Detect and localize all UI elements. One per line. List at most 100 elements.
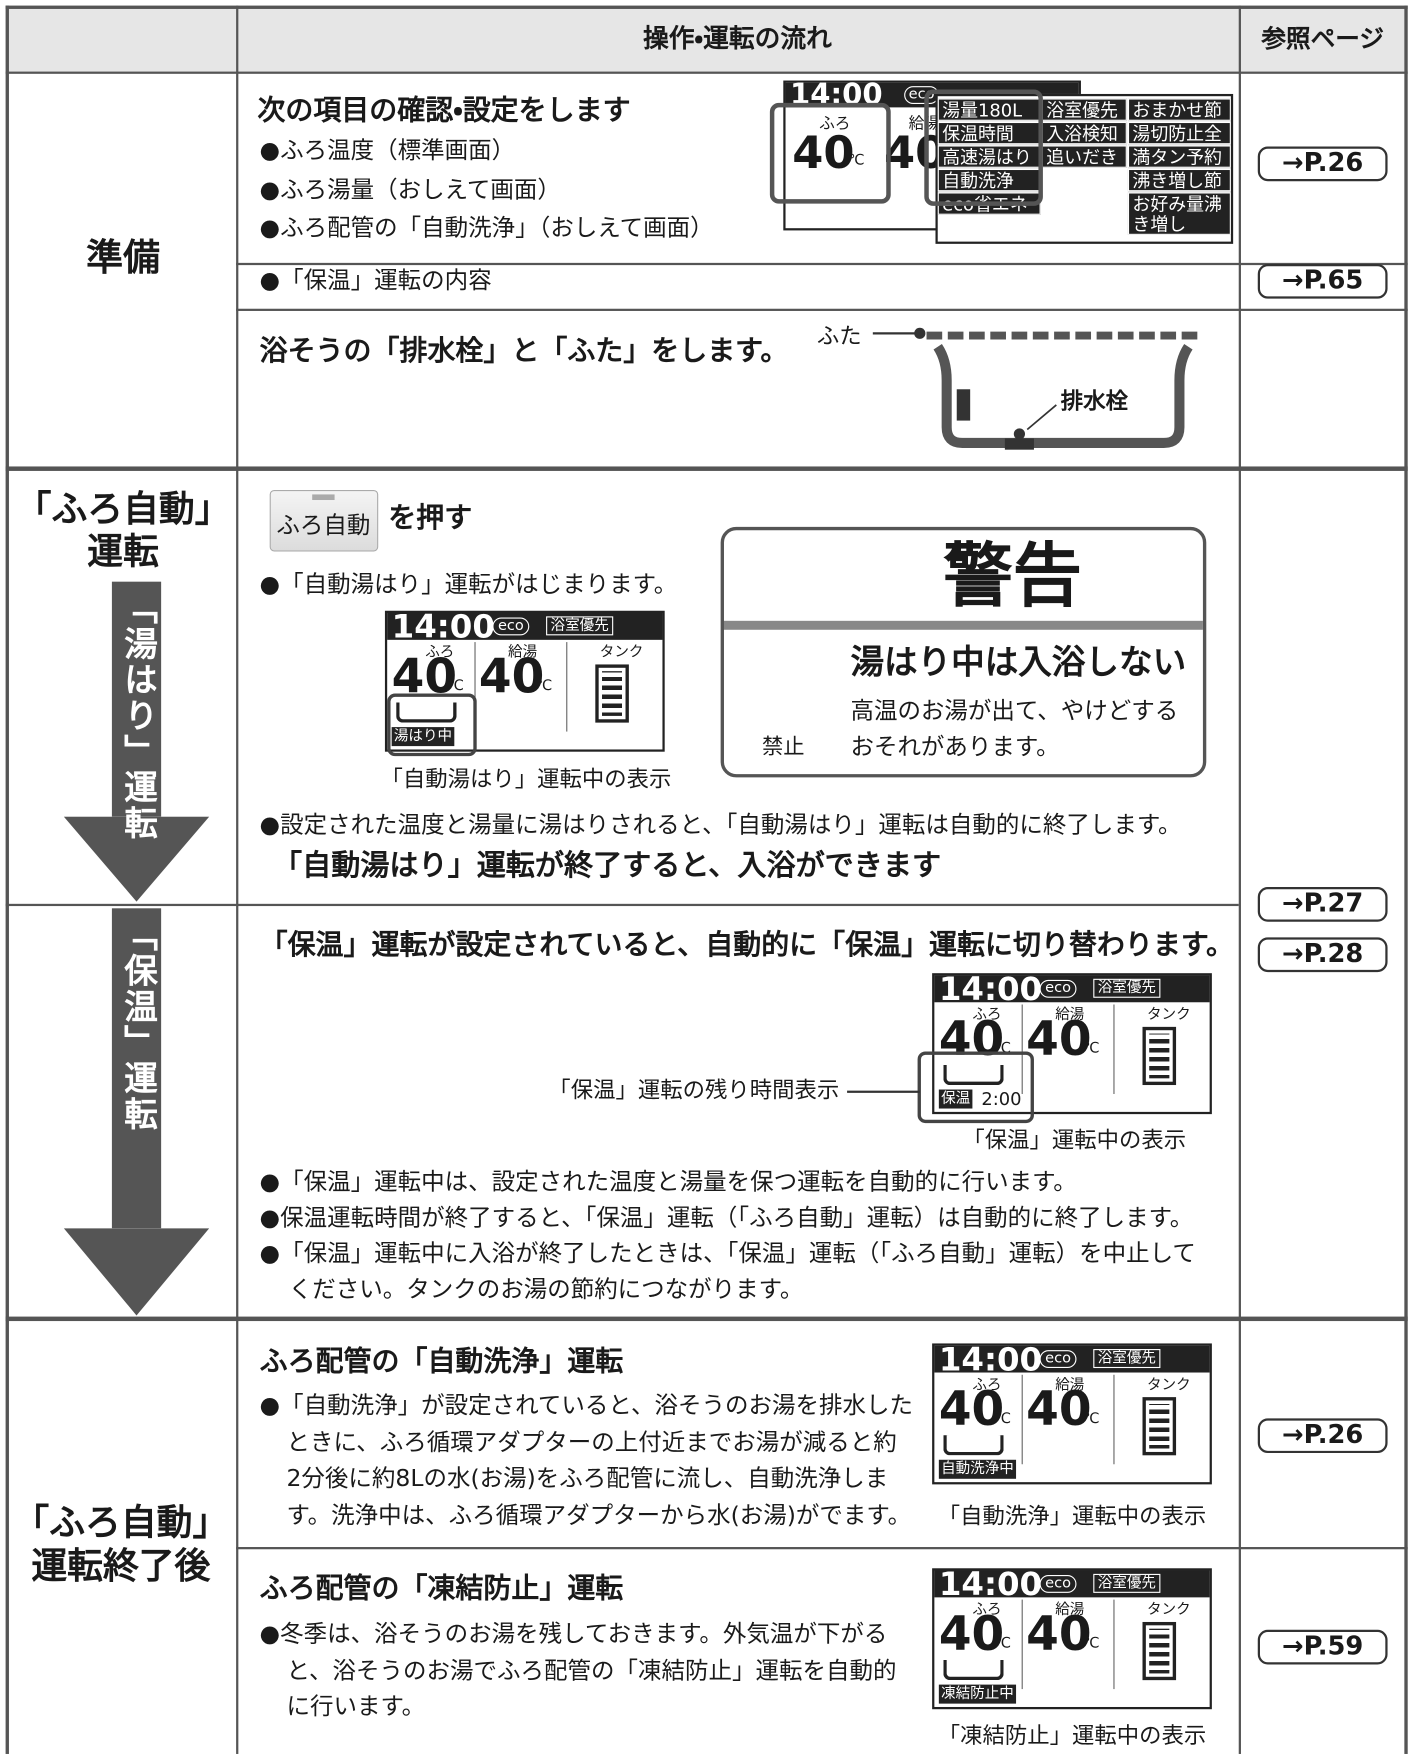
caption: 「保温」運転中の表示: [962, 1126, 1187, 1154]
list-item: ●「保温」運転中に入浴が終了したときは、「保温」運転（「ふろ自動」運転）を中止し…: [259, 1239, 1196, 1267]
callout: 「保温」運転の残り時間表示: [548, 1076, 840, 1103]
menu-item: 追いだき: [1041, 145, 1127, 168]
caption: 「自動洗浄」運転中の表示: [937, 1502, 1207, 1530]
rule: [236, 5, 239, 1754]
arrow-label: 「保温」運転: [117, 917, 157, 1133]
screen-time: 14:00: [938, 1340, 1043, 1379]
screen-label: ふろ: [819, 115, 851, 134]
caption: 「凍結防止」運転中の表示: [937, 1721, 1207, 1749]
diagram-label: ふた: [816, 322, 862, 350]
menu-item: おまかせ節約: [1127, 98, 1231, 121]
screen-temp: 40: [938, 1606, 1005, 1662]
highlight: [769, 102, 891, 204]
menu-item: 浴室優先: [1041, 98, 1127, 121]
menu-item: 保温時間3:30: [937, 121, 1041, 145]
screen-label: 給湯: [508, 644, 538, 662]
warning-box: [720, 526, 1207, 778]
section-label: 「ふろ自動」: [15, 487, 231, 530]
status-badge: 2:00: [981, 1088, 1022, 1110]
frame: [5, 5, 1408, 1754]
tank-icon: [1142, 1026, 1177, 1086]
arrow-head: [63, 816, 210, 902]
rule: [236, 1547, 1408, 1550]
status-badge: 自動洗浄中: [938, 1459, 1017, 1479]
menu-item: 高速湯はり: [937, 145, 1041, 168]
rule: [236, 308, 1408, 311]
lcd-screen: 14:00 eco 浴室優先 ふろ 給湯 タンク 40 ℃ 40 ℃ 凍結防止中: [932, 1564, 1212, 1710]
menu-item: お好み量沸き増し: [1127, 192, 1231, 235]
screen-time: 14:00: [391, 607, 495, 646]
screen-temp: 40: [1026, 1381, 1092, 1437]
bath-icon: [396, 702, 457, 723]
screen-label: タンク: [1146, 1006, 1191, 1024]
screen-unit: ℃: [848, 152, 865, 169]
rule: [5, 903, 1239, 907]
divider: [1113, 1599, 1115, 1690]
page-reference: →P.59: [1257, 1629, 1388, 1665]
highlight: [917, 1051, 1034, 1124]
section-label: 運転終了後: [31, 1544, 211, 1588]
screen-unit: ℃: [536, 677, 553, 695]
screen-unit: ℃: [994, 1635, 1012, 1653]
divider: [1021, 1004, 1023, 1094]
tank-icon: [1142, 1621, 1177, 1681]
list-item: 2分後に約8Lの水(お湯)をふろ配管に流し、自動洗浄しま: [286, 1464, 889, 1492]
screen-label: タンク: [1146, 1601, 1191, 1619]
bath-icon: [943, 1660, 1004, 1681]
header-band: [5, 5, 1408, 73]
rule: [5, 466, 1408, 471]
column-header: 参照ページ: [1261, 25, 1384, 54]
divider: [1113, 1004, 1115, 1094]
menu-item: 入浴検知: [1041, 121, 1127, 145]
screen-temp: 40: [1026, 1606, 1092, 1662]
screen-label: タンク: [1146, 1376, 1191, 1394]
list-item: に行います。: [286, 1692, 426, 1720]
warning-title: 警告: [943, 534, 1083, 617]
rule: [5, 71, 1408, 74]
warning-heading: 湯はり中は入浴しない: [850, 643, 1187, 683]
column-header: 操作・運転の流れ: [642, 24, 832, 54]
screen-label: ふろ: [972, 1376, 1002, 1394]
button-label: ふろ自動: [276, 511, 371, 539]
arrow-shaft: [111, 908, 162, 1229]
screen-eco: eco: [1039, 979, 1077, 998]
bath-icon: [943, 1435, 1004, 1456]
divider: [566, 642, 568, 732]
menu-item: 自動洗浄: [937, 168, 1041, 192]
screen-unit: ℃: [1083, 1040, 1100, 1058]
bathtub-diagram: [872, 327, 1200, 450]
screen-temp: 40: [938, 1011, 1005, 1067]
bath-icon: [943, 1064, 1004, 1086]
heading: 浴そうの「排水栓」と「ふた」をします。: [259, 334, 789, 367]
status-badge: 保温: [938, 1089, 973, 1109]
divider: [474, 642, 476, 732]
warning-text: 高温のお湯が出て、やけどする: [850, 697, 1179, 725]
list-item: ●「保温」運転中は、設定された温度と湯量を保つ運転を自動的に行います。: [259, 1168, 1077, 1196]
heading: ふろ配管の「自動洗浄」運転: [259, 1344, 624, 1377]
screen-priority: 浴室優先: [1093, 1573, 1161, 1593]
screen-label: タンク: [599, 644, 644, 662]
screen-temp: 40: [792, 127, 855, 179]
lcd-screen: 14:00 eco 浴室優先 ふろ 給湯 タンク 40 ℃ 40 ℃ 保温 2:00: [932, 970, 1212, 1115]
prohibit-label: 禁止: [762, 734, 805, 760]
list-item: ●ふろ配管の「自動洗浄」（おしえて画面）: [259, 214, 714, 241]
screen-eco: eco: [1039, 1574, 1077, 1593]
screen-priority: 浴室優先: [1093, 1349, 1161, 1369]
divider: [1021, 1599, 1023, 1690]
heading: 「保温」運転が設定されていると、自動的に「保温」運転に切り替わります。: [259, 928, 1234, 961]
screen-unit: ℃: [1083, 1635, 1100, 1653]
warning-band: [723, 620, 1203, 630]
warning-text: おそれがあります。: [850, 733, 1060, 760]
list-item: ●ふろ温度（標準画面）: [259, 136, 516, 164]
section-label: 準備: [86, 235, 161, 279]
lcd-screen: 14:00 eco 浴室優先 ふろ 給湯 タンク 40 ℃ 40 ℃ 湯はり中: [384, 607, 665, 752]
page-reference: →P.28: [1257, 937, 1388, 973]
screen-priority: 浴室優先: [546, 616, 614, 636]
list-item: す。洗浄中は、ふろ循環アダプターから水(お湯)がでます。: [286, 1501, 912, 1528]
rule: [5, 1316, 1408, 1322]
screen-label: ふろ: [972, 1601, 1002, 1619]
screen-time: 14:00: [938, 1564, 1043, 1603]
button-mark: [312, 494, 335, 501]
screen-temp: 40: [478, 648, 545, 704]
